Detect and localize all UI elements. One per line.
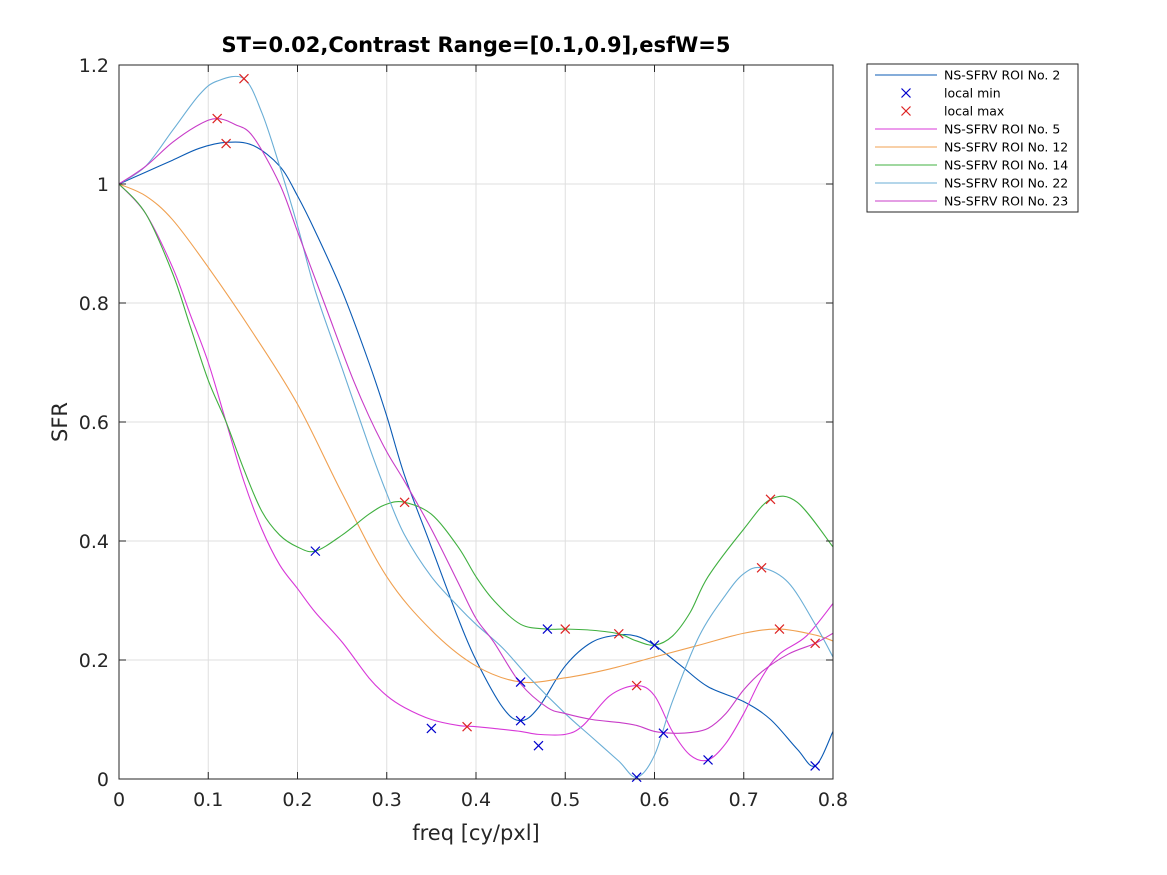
- legend-entry: local max: [901, 104, 1004, 119]
- x-tick-label: 0.5: [550, 789, 580, 811]
- legend: NS-SFRV ROI No. 2 local min local max NS-SF…: [866, 63, 1079, 213]
- chart-title: ST=0.02,Contrast Range=[0.1,0.9],esfW=5: [221, 33, 730, 57]
- y-tick-label: 1.2: [79, 55, 109, 77]
- local-min-marker: [703, 755, 713, 765]
- x-tick-label: 0.2: [282, 789, 312, 811]
- legend-entry: NS-SFRV ROI No. 14: [875, 158, 1068, 173]
- grid: [119, 65, 833, 779]
- local-min-marker: [649, 640, 660, 651]
- x-tick-label: 0.6: [639, 789, 669, 811]
- y-tick-label: 0.8: [79, 293, 109, 315]
- axis-ticks: 0 0.1 0.2 0.3 0.4 0.5 0.6 0.7 0.8 0 0.2 0.4 0.6 0.8 1 1…: [79, 55, 848, 811]
- y-tick-label: 0.4: [79, 531, 109, 553]
- legend-label: local min: [944, 86, 1001, 101]
- y-tick-label: 0: [97, 769, 109, 791]
- local-max-marker: [810, 638, 821, 649]
- legend-label: NS-SFRV ROI No. 12: [944, 140, 1068, 155]
- local-max-marker: [765, 494, 776, 505]
- legend-label: NS-SFRV ROI No. 22: [944, 176, 1068, 191]
- legend-label: NS-SFRV ROI No. 14: [944, 158, 1068, 173]
- legend-entry: NS-SFRV ROI No. 22: [875, 176, 1068, 191]
- local-min-marker: [542, 624, 553, 634]
- local-max-marker: [613, 628, 624, 639]
- x-tick-label: 0.4: [461, 789, 491, 811]
- local-max-marker: [631, 680, 642, 691]
- local-min-marker: [533, 740, 544, 751]
- series-line-5: [118, 117, 834, 734]
- local-max-marker: [774, 624, 785, 634]
- local-max-marker: [399, 497, 410, 508]
- legend-entry: NS-SFRV ROI No. 12: [875, 140, 1068, 155]
- local-min-marker: [310, 546, 321, 557]
- y-tick-label: 1: [97, 174, 109, 196]
- x-tick-label: 0.8: [818, 789, 848, 811]
- y-tick-label: 0.2: [79, 650, 109, 672]
- legend-entry: NS-SFRV ROI No. 2: [875, 68, 1060, 83]
- legend-entry: local min: [901, 86, 1001, 101]
- x-tick-label: 0: [113, 789, 125, 811]
- legend-swatch-marker: [901, 106, 911, 116]
- legend-label: local max: [944, 104, 1004, 119]
- legend-label: NS-SFRV ROI No. 2: [944, 68, 1060, 83]
- local-min-marker: [810, 760, 821, 771]
- local-min-marker: [631, 772, 642, 783]
- local-max-marker: [756, 562, 767, 573]
- y-axis-label: SFR: [48, 402, 72, 442]
- local-min-marker: [426, 723, 437, 734]
- extrema-markers: [212, 73, 821, 783]
- legend-entry: NS-SFRV ROI No. 5: [875, 122, 1060, 137]
- series-line-0: [118, 141, 834, 767]
- legend-label: NS-SFRV ROI No. 5: [944, 122, 1060, 137]
- series-line-1: [118, 183, 834, 762]
- local-min-marker: [658, 728, 669, 739]
- local-max-marker: [239, 73, 249, 84]
- local-max-marker: [221, 138, 232, 149]
- local-max-marker: [462, 721, 472, 732]
- x-tick-label: 0.3: [372, 789, 402, 811]
- series-line-3: [118, 183, 834, 646]
- local-min-marker: [515, 677, 526, 687]
- x-tick-label: 0.7: [729, 789, 759, 811]
- legend-label: NS-SFRV ROI No. 23: [944, 194, 1068, 209]
- local-max-marker: [212, 113, 223, 124]
- x-axis-label: freq [cy/pxl]: [412, 821, 540, 845]
- x-tick-label: 0.1: [193, 789, 223, 811]
- legend-entry: NS-SFRV ROI No. 23: [875, 194, 1068, 209]
- legend-swatch-marker: [901, 88, 911, 98]
- local-max-marker: [560, 624, 571, 634]
- series-line-2: [118, 183, 834, 684]
- local-min-marker: [515, 715, 526, 726]
- y-tick-label: 0.6: [79, 412, 109, 434]
